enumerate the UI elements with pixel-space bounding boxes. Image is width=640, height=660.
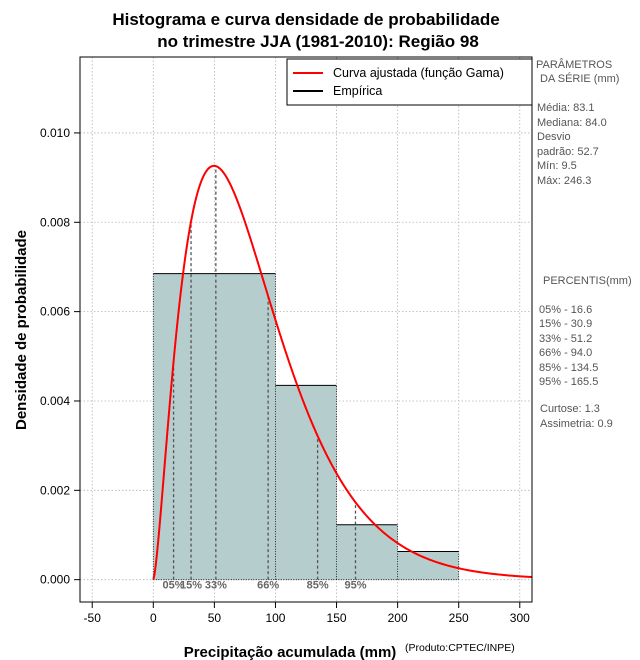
stat-line: Curtose: 1.3	[540, 403, 600, 415]
y-tick-label: 0.006	[40, 305, 70, 319]
legend-label-empirical: Empírica	[333, 84, 382, 98]
legend: Curva ajustada (função Gama) Empírica	[286, 58, 533, 106]
x-tick-label: 0	[150, 611, 157, 625]
chart-title-line-2: no trimestre JJA (1981-2010): Região 98	[157, 32, 479, 51]
percentile-label: 33%	[205, 580, 227, 592]
histogram-bar	[336, 524, 398, 580]
params-heading-1: PARÂMETROS	[536, 58, 612, 71]
x-axis-ticks: -50 0 50 100 150 200 250 300	[84, 602, 530, 625]
x-tick-label: 100	[265, 611, 285, 625]
percentile-label: 05%	[163, 580, 185, 592]
percentile-label: 15%	[180, 580, 202, 592]
histogram-bar	[275, 385, 337, 580]
percentile-label: 85%	[307, 580, 329, 592]
percentil-line: 66% - 94.0	[539, 347, 592, 359]
params-heading-2: DA SÉRIE (mm)	[540, 72, 619, 85]
percentile-label: 95%	[344, 580, 366, 592]
x-axis-label: Precipitação acumulada (mm)	[184, 644, 397, 660]
stat-line: Assimetria: 0.9	[540, 418, 613, 430]
y-tick-label: 0.002	[40, 483, 70, 497]
x-tick-label: -50	[84, 611, 102, 625]
param-line: Desvio	[537, 131, 571, 143]
param-line: Mediana: 84.0	[537, 117, 607, 129]
legend-box	[286, 58, 533, 106]
param-line: padrão: 52.7	[537, 146, 599, 158]
percentil-line: 15% - 30.9	[539, 318, 592, 330]
param-line: Máx: 246.3	[537, 175, 591, 187]
percentil-line: 05% - 16.6	[539, 304, 592, 316]
chart-title-line-1: Histograma e curva densidade de probabil…	[112, 10, 499, 29]
x-tick-label: 150	[327, 611, 347, 625]
y-tick-label: 0.008	[40, 215, 70, 229]
percentil-line: 95% - 165.5	[539, 376, 598, 388]
percentis-heading: PERCENTIS(mm)	[543, 275, 632, 287]
percentile-labels: 05%15% 33% 66% 85% 95%	[163, 580, 367, 592]
histogram-bars	[152, 273, 460, 581]
x-tick-label: 50	[208, 611, 222, 625]
gamma-density-curve	[152, 164, 533, 580]
param-line: Média: 83.1	[537, 102, 594, 114]
y-axis-ticks: 0.000 0.002 0.004 0.006 0.008 0.010	[40, 126, 80, 587]
y-tick-label: 0.004	[40, 394, 70, 408]
plot-frame	[79, 56, 533, 603]
side-panel: PARÂMETROS DA SÉRIE (mm) Média: 83.1 Med…	[536, 58, 632, 430]
param-line: Mín: 9.5	[537, 160, 577, 172]
y-tick-label: 0.000	[40, 573, 70, 587]
x-tick-label: 200	[388, 611, 408, 625]
y-axis-label: Densidade de probabilidade	[13, 230, 30, 430]
percentil-line: 33% - 51.2	[539, 333, 592, 345]
legend-label-curve: Curva ajustada (função Gama)	[333, 66, 504, 80]
percentile-label: 66%	[257, 580, 279, 592]
histogram-bar	[153, 273, 276, 580]
y-tick-label: 0.010	[40, 126, 70, 140]
x-tick-label: 250	[449, 611, 469, 625]
percentil-line: 85% - 134.5	[539, 362, 598, 374]
x-tick-label: 300	[510, 611, 530, 625]
percentile-lines	[172, 166, 357, 580]
product-credit: (Produto:CPTEC/INPE)	[405, 642, 515, 654]
